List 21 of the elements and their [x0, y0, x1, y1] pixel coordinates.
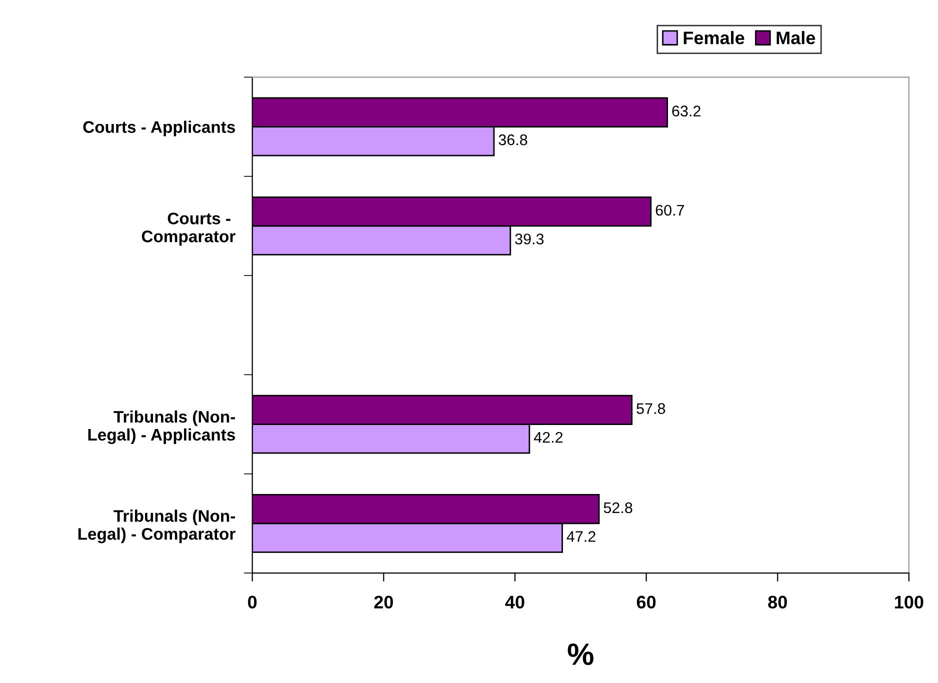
x-tick-label: 40	[505, 596, 524, 609]
data-label: 63.2	[672, 106, 700, 116]
data-label: 60.7	[656, 204, 684, 216]
legend-label: Male	[776, 31, 816, 44]
x-tick-label: 0	[248, 596, 257, 609]
y-tick-label: Tribunals (Non- Legal) - Applicants	[88, 410, 235, 444]
y-tick-label: Courts - Comparator	[142, 212, 236, 246]
x-tick-label: 100	[895, 596, 924, 609]
x-axis-title: %	[568, 644, 594, 666]
data-label: 52.8	[604, 502, 632, 514]
data-label: 57.8	[636, 403, 666, 414]
data-label: 39.3	[515, 234, 544, 244]
data-label: 42.2	[534, 432, 563, 443]
y-tick-label: Tribunals (Non- Legal) - Comparator	[78, 510, 236, 544]
data-label: 47.2	[566, 531, 596, 542]
legend-label: Female	[684, 31, 744, 44]
data-label: 36.8	[498, 134, 528, 146]
x-tick-label: 20	[374, 596, 393, 609]
y-tick-label: Courts - Applicants	[83, 120, 235, 136]
x-tick-label: 80	[768, 596, 787, 609]
x-tick-label: 60	[636, 596, 656, 609]
